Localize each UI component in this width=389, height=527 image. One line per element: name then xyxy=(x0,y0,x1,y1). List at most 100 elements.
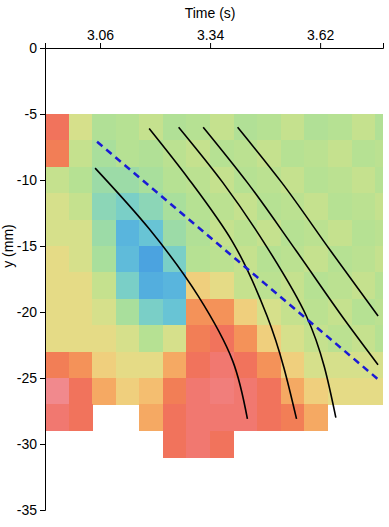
heatmap-cell xyxy=(163,114,187,141)
dashed-line xyxy=(97,142,378,380)
heatmap-cell xyxy=(375,272,383,299)
heatmap-cell xyxy=(45,299,69,326)
heatmap-cell xyxy=(116,167,140,194)
heatmap-cell xyxy=(210,431,234,458)
heatmap-cell xyxy=(328,167,352,194)
heatmap-cell xyxy=(92,114,116,141)
heatmap-cell xyxy=(352,140,376,167)
heatmap-cell xyxy=(352,114,376,141)
heatmap-cell xyxy=(210,220,234,247)
heatmap-cell xyxy=(186,220,210,247)
y-tick-label: -35 xyxy=(17,502,37,518)
heatmap-cell xyxy=(281,140,305,167)
heatmap-cell xyxy=(328,193,352,220)
heatmap-cell xyxy=(92,220,116,247)
heatmap-cell xyxy=(116,140,140,167)
heatmap-cell xyxy=(304,193,328,220)
heatmap-cell xyxy=(304,404,328,431)
heatmap-cell xyxy=(375,193,383,220)
heatmap-cell xyxy=(45,140,69,167)
heatmap-cell xyxy=(163,272,187,299)
heatmap-cell xyxy=(92,246,116,273)
heatmap-cell xyxy=(69,193,93,220)
y-tick: -25 xyxy=(17,370,45,386)
heatmap-cell xyxy=(304,140,328,167)
heatmap-cell xyxy=(92,325,116,352)
heatmap-cell xyxy=(352,299,376,326)
heatmap-cell xyxy=(352,220,376,247)
line xyxy=(238,127,379,316)
heatmap-cell xyxy=(352,378,376,405)
heatmap-cell xyxy=(375,246,383,273)
x-axis: 3.063.343.62 xyxy=(46,27,384,49)
x-tick-mark xyxy=(320,43,321,48)
heatmap-cell xyxy=(139,299,163,326)
heatmap-cell xyxy=(304,114,328,141)
heatmap-cell xyxy=(45,167,69,194)
x-tick: 3.06 xyxy=(87,27,114,48)
heatmap-cell xyxy=(375,325,383,352)
heatmap-cell xyxy=(139,352,163,379)
heatmap-cell xyxy=(257,404,281,431)
y-axis: 0-5-10-15-20-25-30-35 xyxy=(17,40,46,518)
heatmap-cell xyxy=(116,325,140,352)
heatmap-cell xyxy=(186,299,210,326)
heatmap-cell xyxy=(163,431,187,458)
y-axis-title: y (mm) xyxy=(0,224,16,268)
heatmap-cell xyxy=(45,378,69,405)
heatmap-cell xyxy=(257,378,281,405)
heatmap-cell xyxy=(186,431,210,458)
heatmap-cell xyxy=(186,246,210,273)
y-tick-mark xyxy=(40,246,45,247)
heatmap-cell xyxy=(186,325,210,352)
heatmap-cell xyxy=(281,114,305,141)
heatmap-cell xyxy=(69,378,93,405)
heatmap-cell xyxy=(139,246,163,273)
heatmap-cell xyxy=(328,220,352,247)
y-tick-label: -20 xyxy=(17,304,37,320)
y-tick-label: -10 xyxy=(17,172,37,188)
x-tick-label: 3.06 xyxy=(87,27,114,43)
heatmap-cell xyxy=(328,140,352,167)
heatmap-cell xyxy=(92,352,116,379)
heatmap-cell xyxy=(210,246,234,273)
y-tick-mark xyxy=(40,444,45,445)
heatmap-cell xyxy=(116,299,140,326)
heatmap-cell xyxy=(69,272,93,299)
heatmap-cell xyxy=(234,220,258,247)
heatmap-cell xyxy=(257,352,281,379)
heatmap-cell xyxy=(281,352,305,379)
heatmap-cell xyxy=(45,246,69,273)
heatmap-cell xyxy=(139,140,163,167)
heatmap-cell xyxy=(234,325,258,352)
y-tick: -5 xyxy=(25,106,45,122)
heatmap-cell xyxy=(116,272,140,299)
heatmap-cell xyxy=(116,378,140,405)
heatmap-cell xyxy=(163,140,187,167)
x-tick: 3.34 xyxy=(197,27,224,48)
y-tick-mark xyxy=(40,312,45,313)
y-tick-mark xyxy=(40,180,45,181)
heatmap-cell xyxy=(210,272,234,299)
y-tick-label: -30 xyxy=(17,436,37,452)
y-tick: -35 xyxy=(17,502,45,518)
heatmap-cell xyxy=(45,272,69,299)
heatmap-cell xyxy=(304,325,328,352)
heatmap-cell xyxy=(163,325,187,352)
heatmap-cell xyxy=(45,193,69,220)
heatmap-cell xyxy=(186,404,210,431)
heatmap-cell xyxy=(210,140,234,167)
heatmap-cell xyxy=(186,378,210,405)
y-axis-line xyxy=(40,49,46,511)
heatmap-cell xyxy=(69,167,93,194)
heatmap-cell xyxy=(328,246,352,273)
heatmap-cell xyxy=(257,272,281,299)
heatmap-cell xyxy=(139,167,163,194)
heatmap-cell xyxy=(186,352,210,379)
heatmap-cell xyxy=(210,193,234,220)
x-tick-mark xyxy=(100,43,101,48)
y-tick-mark xyxy=(40,48,45,49)
y-tick: -10 xyxy=(17,172,45,188)
y-tick: -30 xyxy=(17,436,45,452)
x-axis-title: Time (s) xyxy=(185,5,236,21)
